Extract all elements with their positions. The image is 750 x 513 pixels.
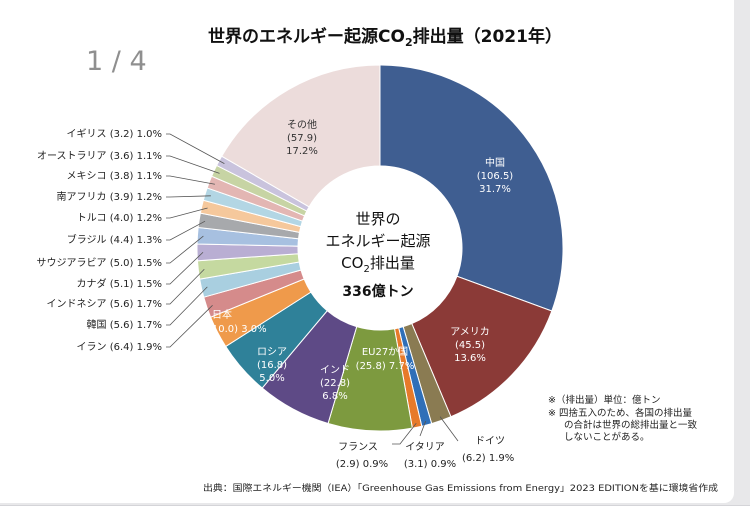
center-total: 336億トン xyxy=(342,283,413,300)
slice-label-value: (22.8) xyxy=(320,378,350,389)
slice-label-name: EU27か国 xyxy=(362,346,408,358)
center-line-1: 世界の xyxy=(355,210,400,228)
slice-label: インドネシア (5.6) 1.7% xyxy=(47,298,162,310)
slice-labels: 中国 (106.5) 31.7% アメリカ (45.5) 13.6% ドイツ (6.2) 1.… xyxy=(37,118,515,470)
leader-line xyxy=(439,416,459,442)
leader-line xyxy=(166,220,206,241)
center-line-3: CO2排出量 xyxy=(341,254,415,275)
slice-label-value: (10.0) 3.0% xyxy=(208,324,267,335)
slice-label-value: (3.1) 0.9% xyxy=(404,459,456,470)
slice-label-value: (2.9) 0.9% xyxy=(336,459,388,470)
slice-label-name: 中国 xyxy=(485,156,505,169)
leader-line xyxy=(392,423,417,445)
slice-label-name: 日本 xyxy=(212,308,232,321)
leader-lines xyxy=(166,133,459,445)
slice-label: トルコ (4.0) 1.2% xyxy=(77,213,162,224)
slice-label-name: インド xyxy=(320,365,350,376)
slice-label: カナダ (5.1) 1.5% xyxy=(77,277,162,290)
leader-line xyxy=(166,195,211,198)
note-line: ※（排出量）単位：億トン xyxy=(548,394,660,406)
note-line: の合計は世界の総排出量と一致 xyxy=(564,419,698,431)
note-line: ※ 四捨五入のため、各国の排出量 xyxy=(548,407,692,419)
page-indicator: 1 / 4 xyxy=(86,46,147,77)
notes: ※（排出量）単位：億トン ※ 四捨五入のため、各国の排出量 の合計は世界の総排出… xyxy=(548,394,698,443)
leader-line xyxy=(166,268,205,305)
slice-label: イラン (6.4) 1.9% xyxy=(77,341,162,353)
slice-label: 南アフリカ (3.9) 1.2% xyxy=(57,190,162,203)
slice-label-name: フランス xyxy=(338,441,378,453)
leader-line xyxy=(166,175,215,185)
leader-line xyxy=(166,235,204,264)
slice-label-value: (6.2) 1.9% xyxy=(462,453,514,464)
leader-line xyxy=(166,305,213,348)
leader-line xyxy=(166,155,220,174)
slice-label-pct: 5.0% xyxy=(259,373,284,384)
center-line-2: エネルギー起源 xyxy=(325,232,430,250)
leader-line xyxy=(166,251,204,285)
slice-label-name: イタリア xyxy=(405,441,445,453)
slice-label-pct: 31.7% xyxy=(479,184,511,195)
slice-label-value: (45.5) xyxy=(455,340,485,351)
center-label: 世界の エネルギー起源 CO2排出量 336億トン xyxy=(325,210,430,300)
slice-label-value: (25.8) 7.7% xyxy=(356,361,415,372)
slice-label: メキシコ (3.8) 1.1% xyxy=(67,171,162,182)
pie-slice xyxy=(221,64,381,208)
note-line: しないことがある。 xyxy=(564,431,650,443)
slice-label-name: ドイツ xyxy=(475,436,505,447)
pie-slices xyxy=(196,64,564,432)
chart-title: 世界のエネルギー起源CO2排出量（2021年） xyxy=(208,26,562,49)
slice-label-value: (57.9) xyxy=(287,133,317,144)
slice-label-name: その他 xyxy=(287,118,317,131)
slice-label: イギリス (3.2) 1.0% xyxy=(67,128,162,140)
pie-slice xyxy=(379,64,564,312)
slice-label: ブラジル (4.4) 1.3% xyxy=(67,233,162,246)
slice-label: オーストラリア (3.6) 1.1% xyxy=(37,150,162,162)
slice-label-pct: 6.8% xyxy=(322,391,347,402)
leader-line xyxy=(166,133,225,164)
slice-label-pct: 17.2% xyxy=(286,146,318,157)
slice-label-value: (106.5) xyxy=(477,171,514,182)
leader-line xyxy=(419,420,427,437)
slice-label-pct: 13.6% xyxy=(454,353,486,364)
leader-line xyxy=(166,286,208,326)
slice-label: サウジアラビア (5.0) 1.5% xyxy=(37,257,162,269)
slice-label-name: アメリカ xyxy=(450,326,490,338)
slice-label-name: ロシア xyxy=(257,347,287,358)
source-note: 出典：国際エネルギー機関（IEA）「Greenhouse Gas Emissio… xyxy=(203,482,718,494)
leader-line xyxy=(166,207,208,219)
slice-label-value: (16.8) xyxy=(257,360,287,371)
next-card-edge xyxy=(0,505,750,513)
slice-label: 韓国 (5.6) 1.7% xyxy=(87,319,162,331)
pie-slice xyxy=(411,275,553,418)
